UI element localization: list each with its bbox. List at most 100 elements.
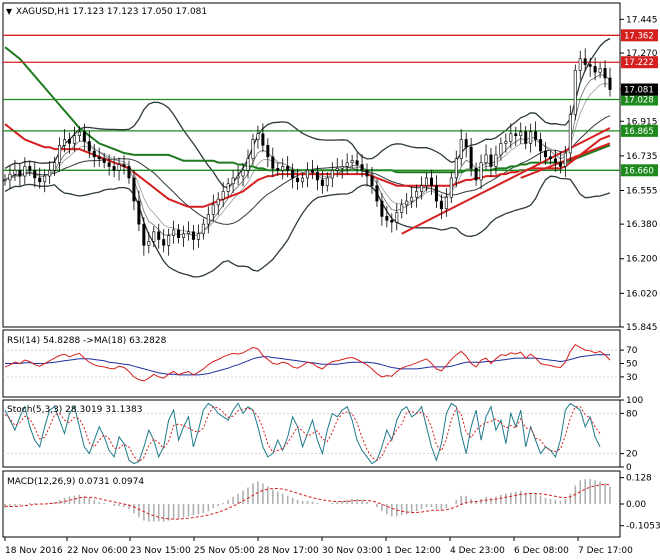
x-tick-label: 4 Dec 23:00: [450, 546, 505, 556]
symbol-header: XAGUSD,H1 17.123 17.123 17.050 17.081: [16, 7, 207, 17]
macd-signal-line: [4, 483, 611, 520]
candle-body: [479, 162, 483, 181]
level-tag-17.222-bg: [621, 56, 658, 69]
candle-body: [87, 141, 91, 152]
candle-body: [186, 231, 190, 235]
candle-body: [420, 185, 424, 192]
candle-body: [132, 177, 136, 202]
candle-body: [504, 141, 508, 144]
candle-body: [246, 158, 250, 171]
candle-body: [345, 162, 349, 167]
candle-body: [350, 160, 354, 163]
x-tick-label: 1 Dec 12:00: [386, 546, 441, 556]
candle-body: [534, 131, 538, 140]
macd-header: MACD(12,26,9) 0.0731 0.0974: [7, 477, 144, 487]
rsi-y-tick-label: 70: [626, 346, 638, 356]
candle-body: [519, 131, 523, 136]
candle-body: [544, 150, 548, 158]
x-tick-label: 28 Nov 17:00: [258, 546, 319, 556]
price-y-tick-label: 16.020: [626, 289, 658, 299]
candle-body: [603, 68, 607, 79]
rsi-y-tick-label: 30: [626, 373, 638, 383]
stoch-y-tick-label: 80: [626, 409, 638, 419]
candle-body: [8, 173, 12, 181]
candle-body: [67, 139, 71, 144]
price-y-tick-label: 15.845: [626, 323, 658, 333]
candle-body: [310, 169, 314, 173]
current-price-tag-bg: [621, 83, 658, 96]
candle-body: [58, 144, 62, 163]
candle-body: [92, 150, 96, 158]
candle-body: [301, 177, 305, 183]
candle-body: [608, 77, 612, 90]
candle-body: [127, 166, 131, 179]
candle-body: [296, 177, 300, 183]
candle-body: [335, 168, 339, 171]
rsi-header: RSI(14) 54.8288 ->MA(18) 63.2828: [7, 336, 167, 346]
candle-body: [286, 166, 290, 171]
macd-y-tick-label: 0.00: [626, 500, 646, 510]
candle-body: [281, 166, 285, 171]
candle-body: [33, 169, 37, 179]
macd-panel: 0.128 0.00 -0.1053: [4, 474, 660, 532]
x-tick-label: 22 Nov 06:00: [67, 546, 128, 556]
candle-body: [429, 177, 433, 186]
candle-body: [201, 223, 205, 235]
candle-body: [241, 169, 245, 177]
candle-body: [48, 169, 52, 177]
candle-body: [97, 156, 101, 160]
candle-body: [568, 114, 572, 154]
price-y-tick-label: 17.445: [626, 15, 658, 25]
stoch-y-tick-label: 100: [626, 396, 643, 406]
candle-body: [266, 144, 270, 158]
candle-body: [147, 241, 151, 246]
current-price-tag: 17.081: [624, 86, 654, 96]
candle-body: [206, 214, 210, 225]
candle-body: [18, 169, 22, 177]
candle-body: [474, 168, 478, 181]
x-tick-label: 7 Dec 17:00: [578, 546, 633, 556]
candle-body: [578, 58, 582, 71]
candle-body: [142, 223, 146, 246]
candle-body: [211, 204, 215, 215]
candle-body: [365, 169, 369, 177]
x-tick-label: 23 Nov 15:00: [130, 546, 191, 556]
stoch-signal-line: [4, 406, 601, 463]
candle-body: [23, 166, 27, 177]
candle-body: [598, 68, 602, 73]
price-panel: 17.445 17.270 17.081 16.915 16.735 16.555 16.3…: [3, 15, 658, 333]
candle-body: [573, 69, 577, 115]
price-y-tick-label: 16.555: [626, 186, 658, 196]
candle-body: [548, 156, 552, 160]
x-tick-label: 25 Nov 05:00: [194, 546, 255, 556]
rsi-panel: 70 50 30: [3, 344, 638, 383]
candle-body: [459, 139, 463, 160]
stoch-y-tick-label: 20: [626, 450, 638, 460]
candle-body: [112, 166, 116, 171]
candle-body: [355, 160, 359, 165]
level-tag-17.222: 17.222: [624, 58, 654, 68]
candle-body: [117, 164, 121, 171]
candle-body: [13, 169, 17, 175]
candle-body: [291, 169, 295, 179]
price-y-tick-label: 16.200: [626, 255, 658, 265]
candle-body: [77, 131, 81, 136]
macd-y-tick-label: -0.1053: [626, 522, 660, 532]
dropdown-arrow-icon[interactable]: ▼: [6, 7, 13, 16]
candle-body: [157, 231, 161, 240]
candle-body: [182, 233, 186, 238]
stoch-main-line: [4, 402, 601, 465]
level-tag-16.660: 16.660: [624, 166, 654, 176]
candle-body: [410, 196, 414, 202]
price-y-tick-label: 16.380: [626, 220, 658, 230]
candle-body: [107, 162, 111, 167]
candle-body: [405, 200, 409, 206]
candle-body: [509, 133, 513, 142]
candle-body: [191, 231, 195, 240]
candle-body: [593, 66, 597, 73]
candle-body: [236, 175, 240, 179]
x-axis: 18 Nov 2016 22 Nov 06:00 23 Nov 15:00 25 No…: [4, 537, 633, 556]
x-tick-label: 30 Nov 03:00: [322, 546, 383, 556]
candle-body: [434, 185, 438, 202]
